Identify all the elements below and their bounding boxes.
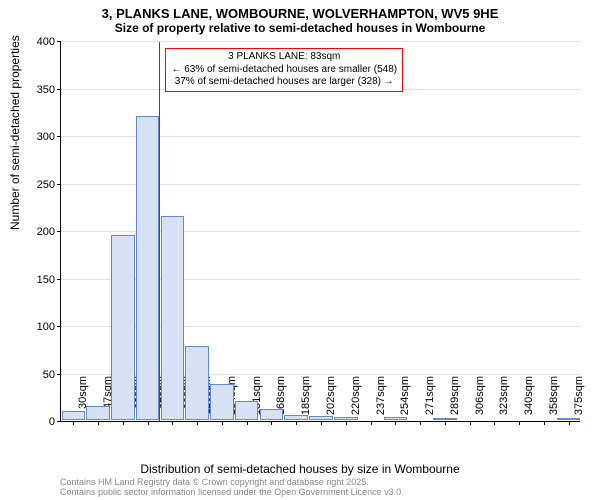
histogram-bar bbox=[433, 418, 457, 420]
x-tick-mark bbox=[346, 421, 347, 425]
y-tick-label: 300 bbox=[25, 131, 55, 143]
y-tick-mark bbox=[57, 421, 61, 422]
plot-area: 05010015020025030035040030sqm47sqm65sqm8… bbox=[60, 42, 580, 422]
annotation-line: 3 PLANKS LANE: 83sqm bbox=[171, 51, 397, 64]
histogram-bar bbox=[136, 116, 160, 420]
x-tick-mark bbox=[494, 421, 495, 425]
y-tick-label: 250 bbox=[25, 179, 55, 191]
x-tick-mark bbox=[222, 421, 223, 425]
y-tick-mark bbox=[57, 89, 61, 90]
histogram-bar bbox=[384, 417, 408, 420]
histogram-bar bbox=[260, 409, 284, 420]
x-tick-mark bbox=[371, 421, 372, 425]
reference-line bbox=[159, 42, 160, 421]
y-tick-label: 200 bbox=[25, 226, 55, 238]
histogram-bar bbox=[161, 216, 185, 420]
annotation-line: 37% of semi-detached houses are larger (… bbox=[171, 76, 397, 89]
x-tick-label: 340sqm bbox=[523, 376, 535, 426]
histogram-bar bbox=[309, 416, 333, 420]
x-tick-mark bbox=[172, 421, 173, 425]
footer-line-2: Contains public sector information licen… bbox=[60, 488, 404, 498]
y-tick-label: 350 bbox=[25, 84, 55, 96]
gridline bbox=[61, 41, 581, 42]
chart-container: 3, PLANKS LANE, WOMBOURNE, WOLVERHAMPTON… bbox=[0, 0, 600, 500]
x-tick-label: 323sqm bbox=[498, 376, 510, 426]
x-tick-mark bbox=[569, 421, 570, 425]
x-tick-mark bbox=[197, 421, 198, 425]
x-tick-mark bbox=[321, 421, 322, 425]
y-tick-label: 50 bbox=[25, 369, 55, 381]
x-tick-mark bbox=[445, 421, 446, 425]
x-tick-mark bbox=[271, 421, 272, 425]
y-tick-mark bbox=[57, 279, 61, 280]
x-tick-mark bbox=[247, 421, 248, 425]
x-tick-mark bbox=[470, 421, 471, 425]
chart-subtitle: Size of property relative to semi-detach… bbox=[0, 21, 600, 37]
x-tick-mark bbox=[148, 421, 149, 425]
x-tick-mark bbox=[123, 421, 124, 425]
y-tick-mark bbox=[57, 374, 61, 375]
y-tick-mark bbox=[57, 136, 61, 137]
y-tick-mark bbox=[57, 326, 61, 327]
histogram-bar bbox=[86, 406, 110, 420]
histogram-bar bbox=[334, 417, 358, 420]
y-tick-label: 400 bbox=[25, 36, 55, 48]
y-tick-label: 0 bbox=[25, 416, 55, 428]
x-tick-mark bbox=[98, 421, 99, 425]
histogram-bar bbox=[557, 418, 581, 420]
chart-title: 3, PLANKS LANE, WOMBOURNE, WOLVERHAMPTON… bbox=[0, 0, 600, 21]
histogram-bar bbox=[284, 415, 308, 420]
histogram-bar bbox=[62, 411, 86, 421]
x-tick-mark bbox=[544, 421, 545, 425]
annotation-box: 3 PLANKS LANE: 83sqm← 63% of semi-detach… bbox=[165, 48, 403, 92]
x-tick-mark bbox=[73, 421, 74, 425]
annotation-line: ← 63% of semi-detached houses are smalle… bbox=[171, 64, 397, 77]
histogram-bar bbox=[185, 346, 209, 420]
y-tick-mark bbox=[57, 231, 61, 232]
x-tick-label: 306sqm bbox=[474, 376, 486, 426]
x-tick-mark bbox=[296, 421, 297, 425]
y-axis-label: Number of semi-detached properties bbox=[8, 35, 22, 230]
plot-box: 05010015020025030035040030sqm47sqm65sqm8… bbox=[60, 42, 580, 422]
x-tick-mark bbox=[420, 421, 421, 425]
histogram-bar bbox=[235, 401, 259, 420]
y-tick-label: 150 bbox=[25, 274, 55, 286]
x-tick-mark bbox=[395, 421, 396, 425]
y-tick-label: 100 bbox=[25, 321, 55, 333]
x-tick-mark bbox=[519, 421, 520, 425]
y-tick-mark bbox=[57, 41, 61, 42]
y-tick-mark bbox=[57, 184, 61, 185]
x-axis-label: Distribution of semi-detached houses by … bbox=[0, 462, 600, 476]
histogram-bar bbox=[111, 235, 135, 420]
footer-attribution: Contains HM Land Registry data © Crown c… bbox=[60, 478, 404, 498]
histogram-bar bbox=[210, 384, 234, 420]
